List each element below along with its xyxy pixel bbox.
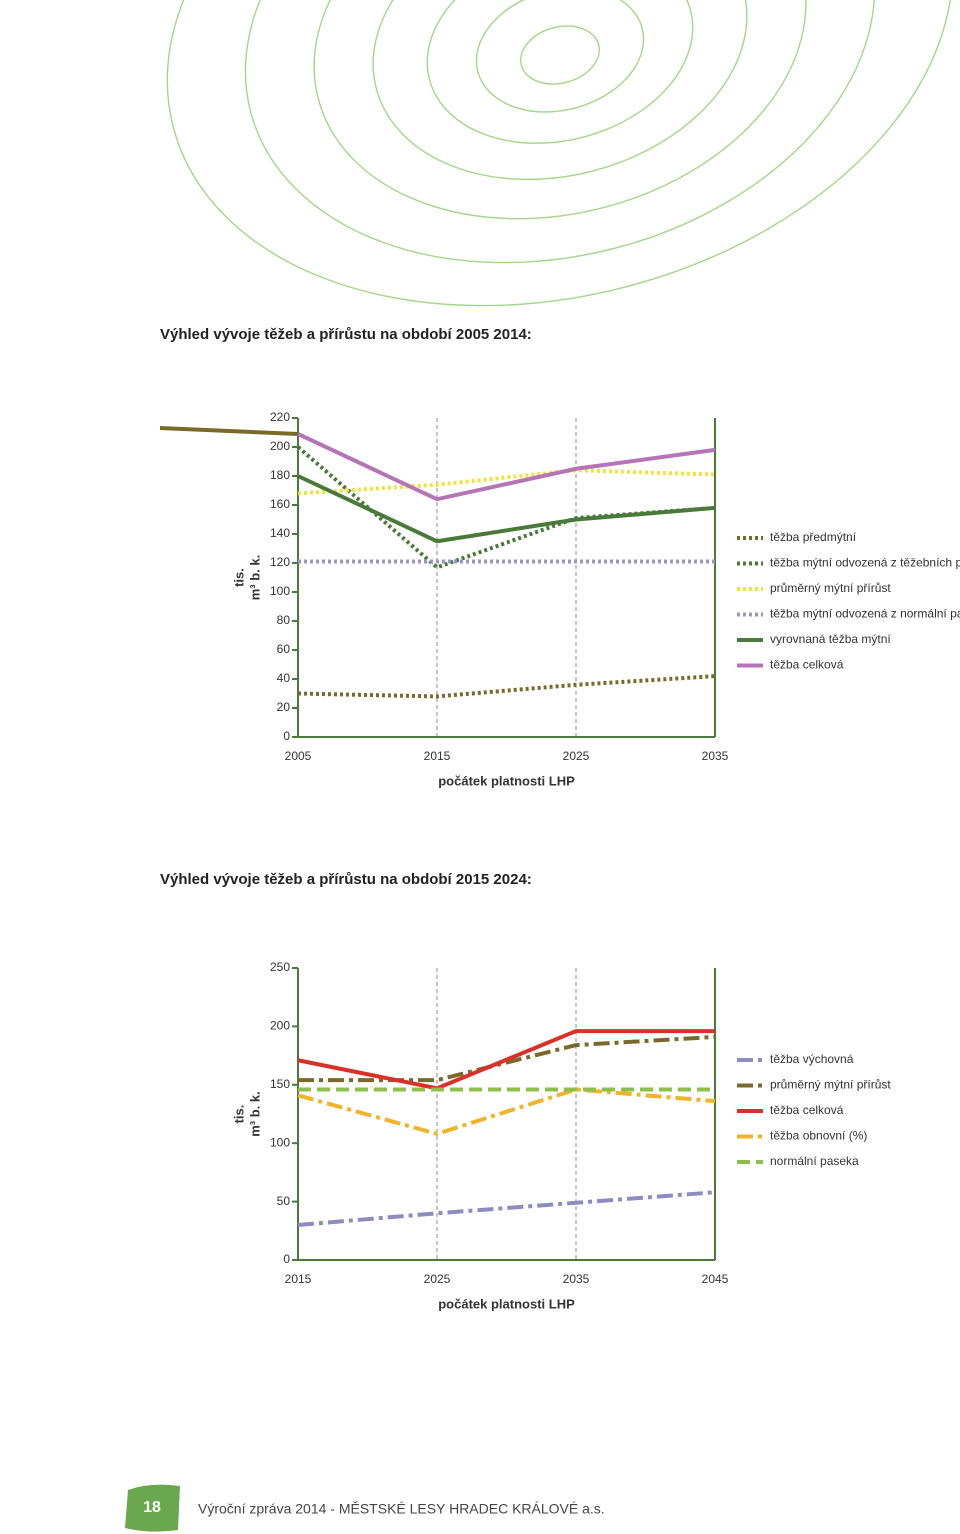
- page-number: 18: [143, 1499, 161, 1516]
- legend-label: těžba mýtní odvozená z normální paseky: [770, 607, 960, 621]
- data-line: [297, 432, 716, 502]
- data-line: [297, 1190, 716, 1227]
- y-tick-label: 100: [270, 584, 290, 598]
- y-axis-label: m³ b. k.: [247, 555, 262, 601]
- data-line: [297, 474, 716, 544]
- chart-title: Výhled vývoje těžeb a přírůstu na období…: [160, 326, 532, 343]
- y-tick-label: 100: [270, 1135, 290, 1149]
- data-line: [298, 1034, 716, 1083]
- data-line: [297, 674, 716, 699]
- decoration: [166, 0, 954, 307]
- y-axis-label: tis.: [231, 568, 246, 587]
- legend-label: těžba výchovná: [770, 1052, 854, 1066]
- legend-label: normální paseka: [770, 1154, 859, 1168]
- x-tick-label: 2035: [702, 749, 729, 763]
- data-line: [297, 468, 716, 496]
- y-axis-label: m³ b. k.: [247, 1091, 262, 1137]
- y-tick-label: 0: [283, 729, 290, 743]
- data-line: [297, 1087, 716, 1136]
- legend-label: těžba předmýtní: [770, 530, 857, 544]
- y-tick-label: 150: [270, 1077, 290, 1091]
- legend-label: průměrný mýtní přírůst: [770, 581, 891, 595]
- footer-badge: [125, 1484, 180, 1532]
- x-tick-label: 2015: [285, 1272, 312, 1286]
- legend-label: těžba mýtní odvozená z těžebních procent: [770, 556, 960, 570]
- y-tick-label: 200: [270, 439, 290, 453]
- x-axis-label: počátek platnosti LHP: [438, 1296, 575, 1311]
- y-tick-label: 220: [270, 410, 290, 424]
- y-axis-label: tis.: [231, 1105, 246, 1124]
- y-tick-label: 50: [277, 1194, 291, 1208]
- y-tick-label: 250: [270, 960, 290, 974]
- x-tick-label: 2005: [285, 749, 312, 763]
- legend-label: průměrný mýtní přírůst: [770, 1078, 891, 1092]
- y-tick-label: 120: [270, 555, 290, 569]
- legend-label: těžba celková: [770, 658, 844, 672]
- y-tick-label: 140: [270, 526, 290, 540]
- x-tick-label: 2025: [563, 749, 590, 763]
- legend-label: těžba celková: [770, 1103, 844, 1117]
- y-tick-label: 60: [277, 642, 291, 656]
- x-tick-label: 2015: [424, 749, 451, 763]
- x-tick-label: 2025: [424, 1272, 451, 1286]
- y-tick-label: 180: [270, 468, 290, 482]
- y-tick-label: 0: [283, 1252, 290, 1266]
- legend-label: těžba obnovní (%): [770, 1129, 867, 1143]
- x-tick-label: 2045: [702, 1272, 729, 1286]
- data-line: [297, 1029, 715, 1091]
- footer-text: Výroční zpráva 2014 - MĚSTSKÉ LESY HRADE…: [198, 1501, 605, 1517]
- decoration-line: [159, 426, 299, 436]
- legend-label: vyrovnaná těžba mýtní: [770, 632, 891, 646]
- y-tick-label: 80: [277, 613, 291, 627]
- y-tick-label: 40: [277, 671, 291, 685]
- x-axis-label: počátek platnosti LHP: [438, 773, 575, 788]
- y-tick-label: 160: [270, 497, 290, 511]
- x-tick-label: 2035: [563, 1272, 590, 1286]
- y-tick-label: 200: [270, 1019, 290, 1033]
- chart-title: Výhled vývoje těžeb a přírůstu na období…: [160, 871, 532, 888]
- y-tick-label: 20: [277, 700, 291, 714]
